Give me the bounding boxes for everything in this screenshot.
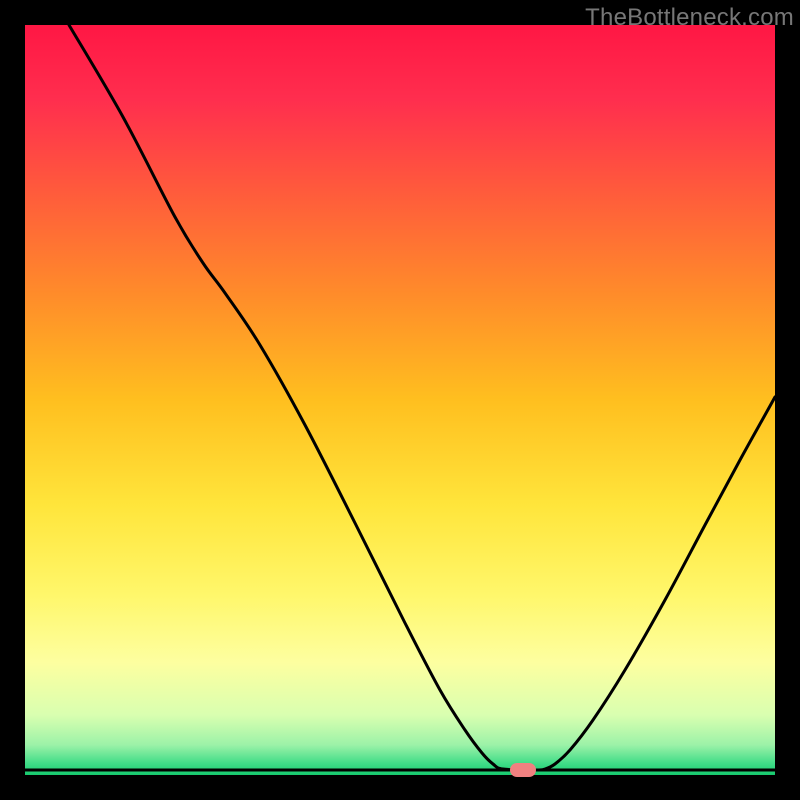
optimal-point-marker (510, 763, 536, 777)
bottleneck-curve (25, 25, 775, 775)
watermark-text: TheBottleneck.com (585, 4, 794, 32)
plot-area (25, 25, 775, 775)
